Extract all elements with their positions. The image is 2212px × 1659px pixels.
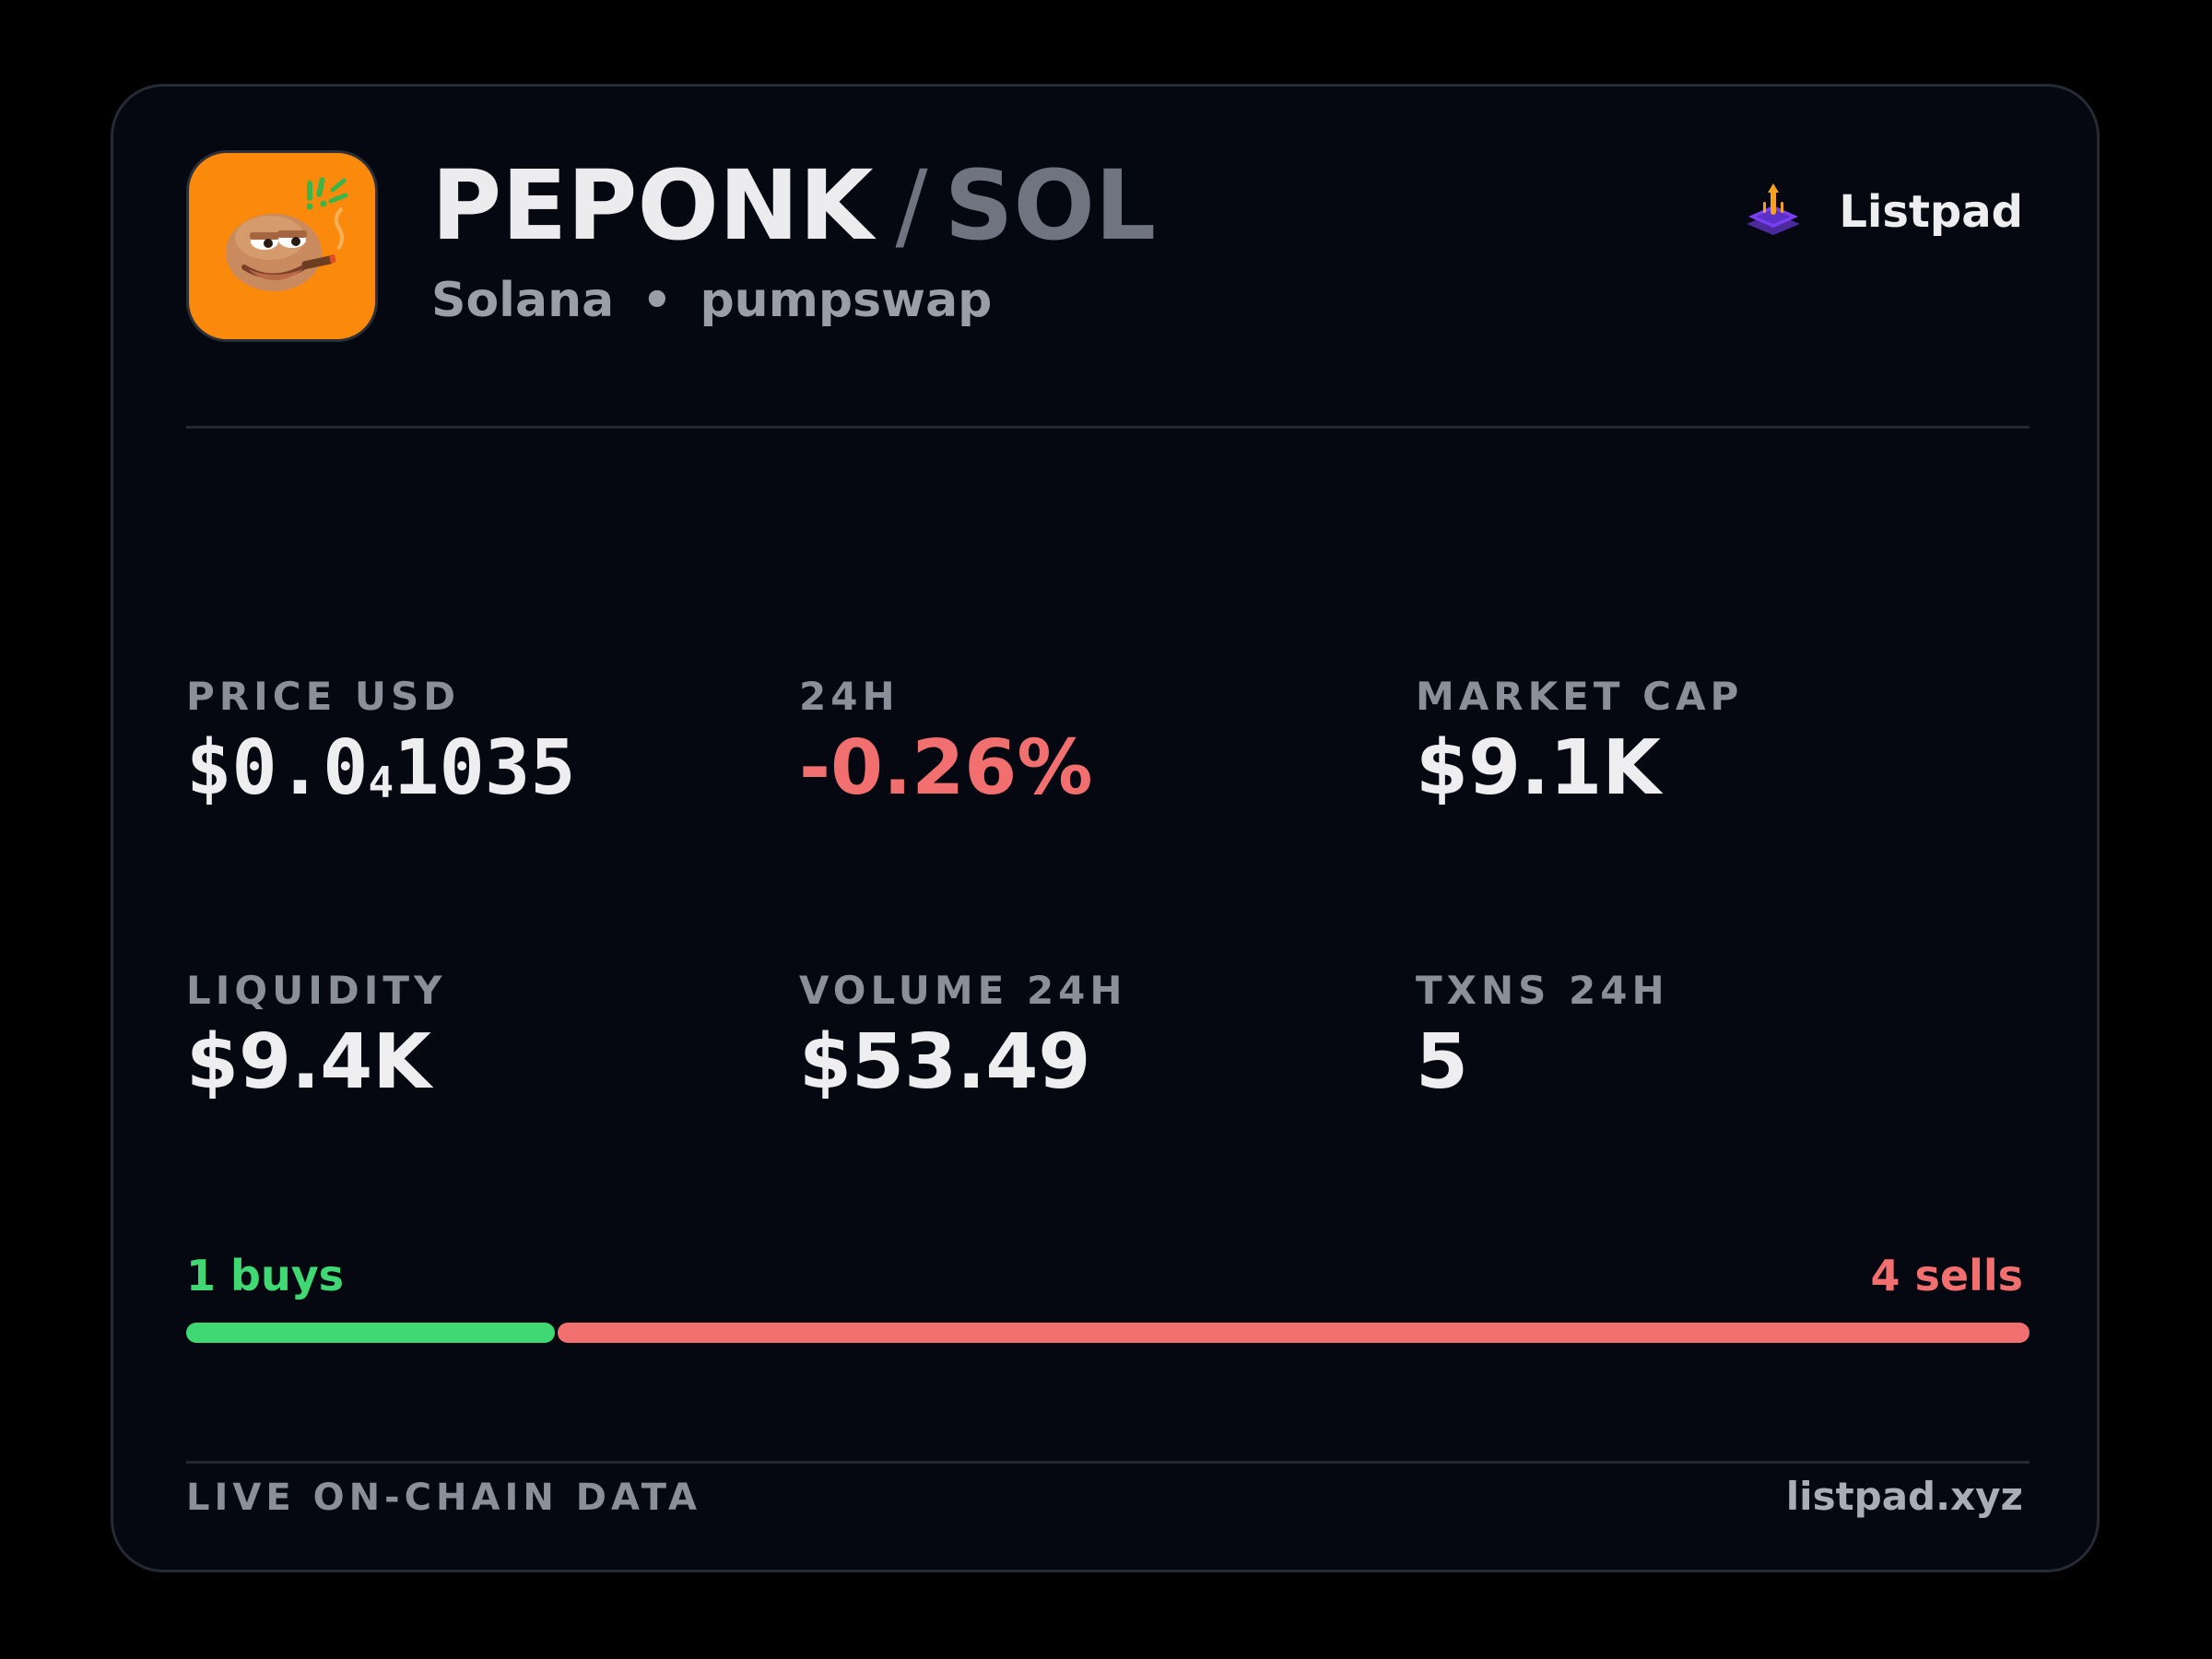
sells-segment [558,1323,2030,1343]
stat-value: $9.4K [186,1018,431,1106]
token-card: PEPONK / SOL Solana • pumpswap Listpad PRICE… [111,84,2100,1572]
token-subline: Solana • pumpswap [431,271,992,330]
pair-title: PEPONK / SOL [431,147,1156,265]
stat-value: $53.49 [799,1018,1091,1106]
price-digits: 1035 [394,724,576,812]
stat-change-24h: 24H -0.26% [799,673,1093,813]
stat-label: VOLUME 24H [799,968,1127,1013]
stat-txns-24h: TXNS 24H 5 [1416,967,1669,1107]
pair-separator: / [895,149,928,262]
stat-label: 24H [799,674,900,719]
brand[interactable]: Listpad [1743,175,2023,249]
quote-symbol: SOL [944,149,1157,262]
footer-divider [186,1461,2030,1464]
price-prefix: $0.0 [186,724,369,812]
stat-value: 5 [1416,1018,1469,1106]
footer-caption: LIVE ON-CHAIN DATA [186,1477,701,1519]
pepe-frog-smoking-icon [226,177,348,291]
subline-separator: • [641,273,673,328]
stat-volume-24h: VOLUME 24H $53.49 [799,967,1127,1107]
stat-price: PRICE USD $0.041035 [186,673,576,827]
buys-segment [186,1323,555,1343]
stat-label: LIQUIDITY [186,968,447,1013]
stat-market-cap: MARKET CAP $9.1K [1416,673,1743,813]
footer-link[interactable]: listpad.xyz [1785,1474,2023,1519]
sells-label: 4 sells [1870,1251,2023,1300]
listpad-logo-icon [1747,183,1801,235]
chain-name: Solana [431,273,615,328]
price-zero-count: 4 [368,758,394,807]
stat-label: TXNS 24H [1416,968,1669,1013]
stat-liquidity: LIQUIDITY $9.4K [186,967,446,1107]
buy-sell-ratio-bar [186,1323,2030,1343]
stat-value: $0.041035 [186,724,576,827]
base-symbol: PEPONK [431,149,874,262]
stat-value: -0.26% [799,724,1093,812]
dex-name: pumpswap [700,273,993,328]
buys-label: 1 buys [186,1251,345,1300]
header-divider [186,426,2030,429]
stat-value: $9.1K [1416,724,1661,812]
token-avatar [186,150,378,342]
brand-name: Listpad [1839,186,2023,238]
stat-label: PRICE USD [186,674,461,719]
stat-label: MARKET CAP [1416,674,1744,719]
